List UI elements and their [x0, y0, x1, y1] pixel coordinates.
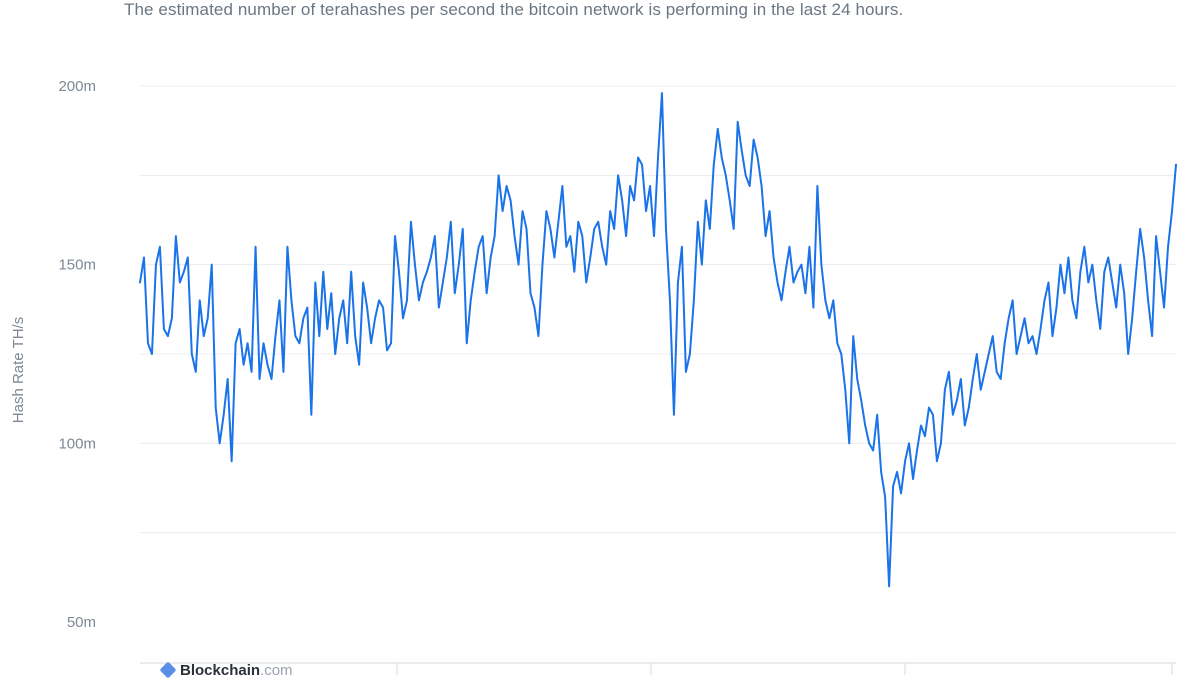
- y-axis-title: Hash Rate TH/s: [10, 317, 27, 423]
- y-tick-label: 150m: [58, 257, 96, 274]
- x-axis-ticks: [140, 662, 1176, 675]
- y-tick-label: 50m: [67, 614, 96, 631]
- watermark-brand: Blockchain: [180, 662, 261, 679]
- y-tick-label: 200m: [58, 78, 96, 95]
- series-line: [139, 92, 1177, 588]
- chart-subtitle: The estimated number of terahashes per s…: [124, 0, 904, 19]
- watermark-domain: .com: [260, 662, 293, 679]
- y-axis-ticks: 50m 100m 150m 200m: [58, 78, 96, 631]
- y-tick-label: 100m: [58, 435, 96, 452]
- blockchain-watermark: Blockchain.com: [159, 661, 293, 679]
- blockchain-logo-icon: [159, 661, 177, 679]
